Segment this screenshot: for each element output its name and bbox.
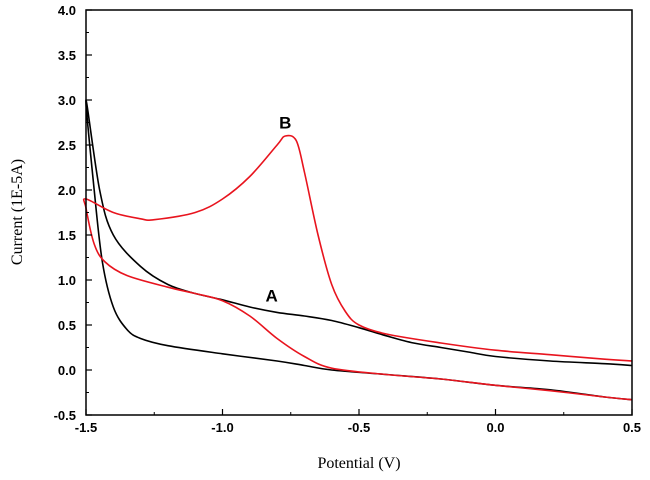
x-tick-label: -1.5 [75,420,97,435]
y-tick-label: 3.0 [58,93,76,108]
x-tick-label: -0.5 [348,420,370,435]
curves [82,99,633,401]
annotation-a: A [265,286,277,305]
y-tick-label: 3.5 [58,48,76,63]
y-tick-label: 2.0 [58,183,76,198]
y-tick-label: 1.5 [58,228,76,243]
y-tick-label: 1.0 [58,273,76,288]
x-axis-label: Potential (V) [317,455,400,472]
x-tick-label: 0.0 [486,420,504,435]
annotation-b: B [279,114,291,133]
y-axis-label: Current (1E-5A) [9,159,26,265]
series-line-b [82,134,633,401]
y-tick-label: 4.0 [58,3,76,18]
series-line-a [85,99,633,401]
y-tick-label: 2.5 [58,138,76,153]
x-tick-label: 0.5 [623,420,641,435]
y-tick-label: 0.5 [58,318,76,333]
y-tick-label: 0.0 [58,363,76,378]
ticks: -1.5 -1.0 -0.5 0.0 0.5 -0.5 0.0 0.5 1.0 1.5 2.0 2.5… [54,3,641,435]
x-tick-label: -1.0 [211,420,233,435]
y-tick-label: -0.5 [54,408,76,423]
